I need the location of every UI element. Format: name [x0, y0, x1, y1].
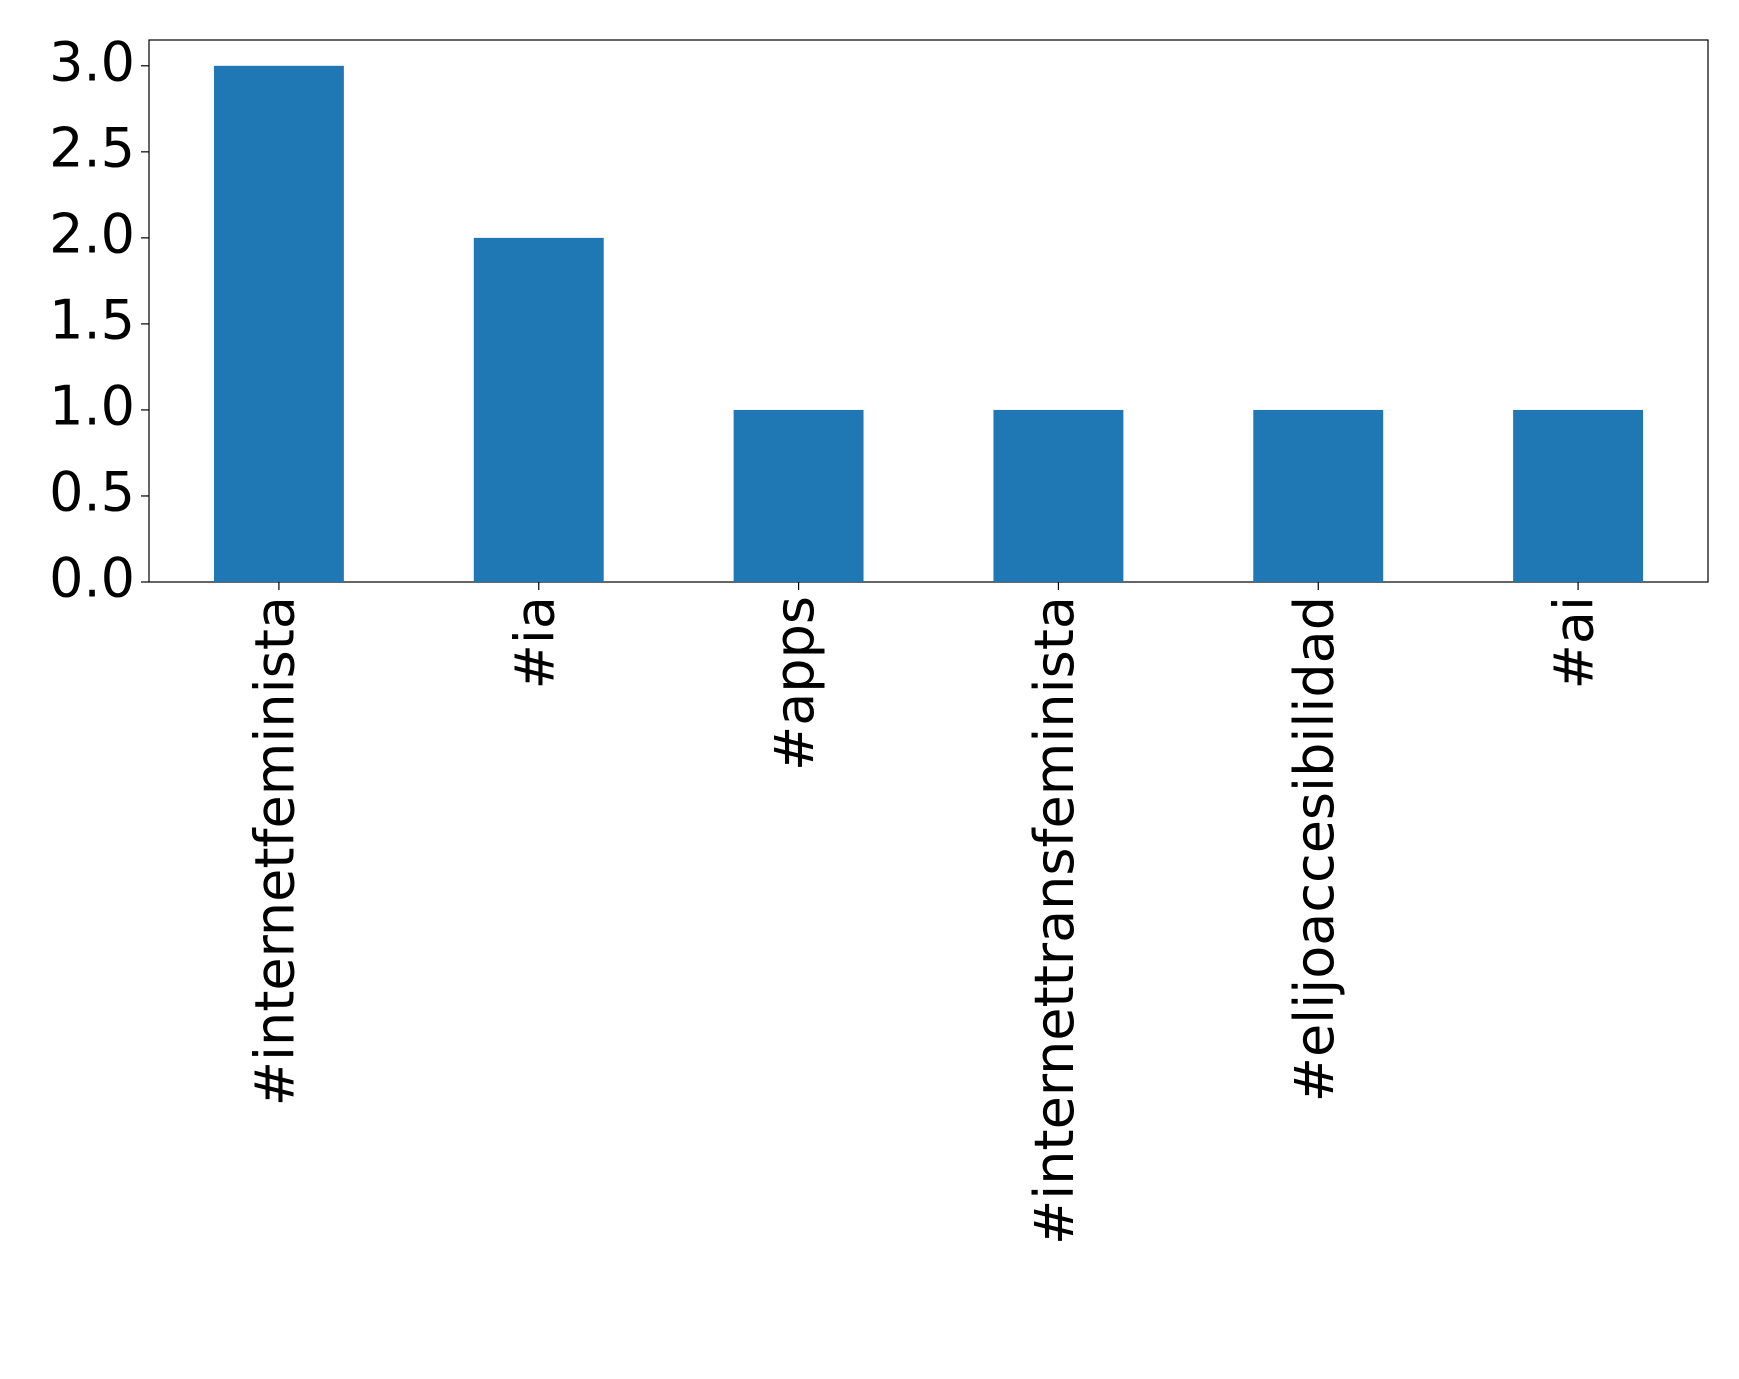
- y-tick-label: 2.0: [49, 203, 135, 266]
- y-tick-label: 0.0: [49, 547, 135, 610]
- y-tick-label: 3.0: [49, 30, 135, 93]
- y-tick-label: 0.5: [49, 461, 135, 524]
- x-tick-label: #apps: [763, 596, 826, 771]
- bar: [473, 237, 604, 582]
- x-tick-label: #ia: [503, 596, 566, 689]
- bar: [733, 409, 864, 582]
- bar: [213, 65, 344, 583]
- y-tick-label: 2.5: [49, 116, 135, 179]
- x-tick-label: #internetfeminista: [244, 596, 307, 1106]
- x-tick-label: #ai: [1543, 596, 1606, 689]
- plot-frame: [148, 39, 1709, 583]
- bar: [1253, 409, 1384, 582]
- y-tick-label: 1.5: [49, 289, 135, 352]
- y-tick-label: 1.0: [49, 375, 135, 438]
- bar: [993, 409, 1124, 582]
- bar: [1513, 409, 1644, 582]
- x-tick-label: #internettransfeminista: [1023, 596, 1086, 1245]
- x-tick-label: #elijoaccesibilidad: [1283, 596, 1346, 1102]
